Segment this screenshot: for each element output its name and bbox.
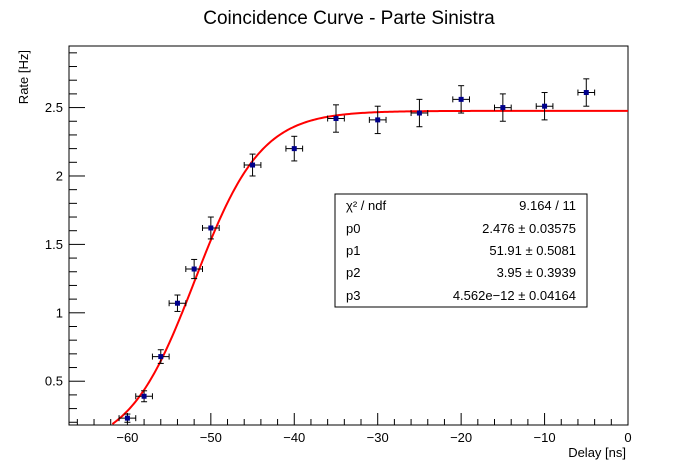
y-tick-label: 0.5: [45, 374, 63, 389]
x-axis-label: Delay [ns]: [568, 445, 626, 460]
data-marker: [500, 105, 506, 111]
data-point: [185, 258, 203, 280]
data-marker: [542, 103, 548, 109]
fit-layer: [111, 109, 628, 425]
data-marker: [174, 300, 180, 306]
data-marker: [250, 162, 256, 168]
x-tick-label: −60: [116, 430, 138, 445]
data-marker: [333, 116, 339, 122]
x-tick-label: 0: [624, 430, 631, 445]
data-point: [327, 104, 345, 133]
data-point: [452, 85, 470, 114]
data-marker: [458, 96, 464, 102]
data-point: [368, 105, 387, 135]
data-point: [168, 294, 187, 312]
stats-box: χ² / ndf 9.164 / 11 p0 2.476 ± 0.03575 p…: [334, 193, 588, 308]
stats-p1-label: p1: [346, 243, 360, 258]
data-point: [243, 153, 262, 177]
stats-p3-label: p3: [346, 288, 360, 303]
data-marker: [191, 266, 197, 272]
plot-frame: [68, 45, 629, 426]
data-marker: [375, 117, 381, 123]
fit-curve: [111, 109, 628, 425]
data-points: [118, 78, 596, 423]
data-point: [151, 349, 170, 364]
stats-p2-value: 3.95 ± 0.3939: [497, 265, 576, 280]
y-tick-label: 1: [56, 305, 63, 320]
data-point: [135, 390, 153, 403]
chart-title: Coincidence Curve - Parte Sinistra: [203, 8, 495, 29]
stats-p3-value: 4.562e−12 ± 0.04164: [453, 288, 576, 303]
x-tick-label: −40: [283, 430, 305, 445]
x-tick-label: −30: [367, 430, 389, 445]
data-marker: [416, 110, 422, 116]
y-tick-label: 2: [56, 168, 63, 183]
data-point: [201, 216, 220, 240]
stats-p0-value: 2.476 ± 0.03575: [482, 221, 576, 236]
data-marker: [124, 415, 130, 421]
x-tick-label: −20: [450, 430, 472, 445]
x-tick-label: −50: [200, 430, 222, 445]
data-marker: [291, 146, 297, 152]
x-tick-label: −10: [534, 430, 556, 445]
data-point: [577, 78, 596, 107]
data-marker: [141, 393, 147, 399]
data-point: [410, 98, 429, 128]
y-axis-ticks: 0.5 1 1.5 2 2.5: [45, 52, 85, 423]
data-point: [118, 413, 137, 423]
data-marker: [208, 225, 214, 231]
data-marker: [158, 354, 164, 360]
data-point: [285, 135, 304, 162]
stats-chi2-label: χ² / ndf: [346, 198, 386, 213]
stats-box-frame: [334, 193, 588, 308]
stats-chi2-value: 9.164 / 11: [519, 198, 576, 213]
x-axis-ticks: −60 −50 −40 −30 −20 −10 0: [76, 413, 632, 445]
stats-p0-label: p0: [346, 221, 360, 236]
data-point: [494, 93, 512, 122]
y-tick-label: 2.5: [45, 100, 63, 115]
stats-p2-label: p2: [346, 265, 360, 280]
data-marker: [583, 90, 589, 96]
y-tick-label: 1.5: [45, 237, 63, 252]
y-axis-label: Rate [Hz]: [16, 50, 31, 104]
stats-p1-value: 51.91 ± 0.5081: [489, 243, 576, 258]
data-point: [535, 92, 554, 121]
